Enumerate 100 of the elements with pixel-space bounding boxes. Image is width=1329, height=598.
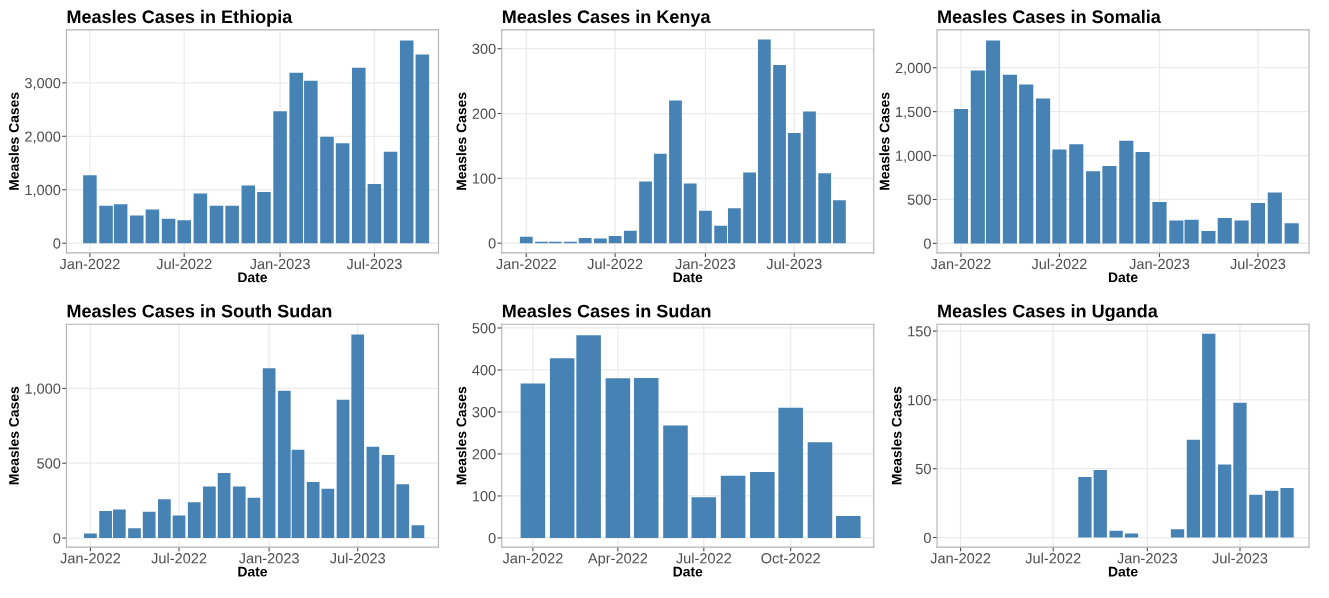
x-tick-label: Jan-2022 — [930, 553, 991, 564]
y-tick-label: 500 — [37, 458, 61, 469]
bar — [1124, 533, 1139, 538]
x-tick-label: Jul-2022 — [1025, 552, 1081, 564]
bar — [241, 185, 256, 244]
y-tick-label: 2,000 — [25, 131, 61, 144]
bar — [757, 39, 771, 244]
bar — [84, 533, 97, 539]
bar — [225, 205, 239, 244]
y-tick-label: 300 — [472, 407, 496, 418]
bar — [1078, 476, 1092, 538]
y-tick-label: 100 — [472, 173, 496, 184]
bar — [172, 515, 186, 539]
x-tick-label: Jul-2022 — [156, 258, 212, 270]
y-axis-title: Measles Cases — [8, 92, 19, 190]
bar — [549, 358, 575, 538]
y-axis-title: Measles Cases — [879, 92, 890, 190]
x-tick-label: Jan-2022 — [496, 258, 556, 270]
x-axis-title: Date — [1108, 566, 1138, 577]
bar — [187, 502, 201, 539]
bar — [383, 151, 398, 244]
y-axis-title: Measles Cases — [891, 386, 902, 485]
bar — [1036, 98, 1051, 244]
bar — [1184, 219, 1199, 244]
bar — [663, 425, 688, 538]
bar — [1234, 220, 1249, 244]
x-tick-label: Jul-2022 — [587, 258, 643, 270]
y-axis-title: Measles Cases — [456, 386, 467, 485]
y-tick-label: 2,000 — [895, 62, 931, 75]
x-tick-label: Jul-2023 — [346, 258, 402, 270]
x-tick-label: Jan-2023 — [249, 258, 310, 270]
y-tick-label: 100 — [908, 395, 931, 406]
bar — [818, 173, 832, 244]
bar — [1052, 149, 1067, 244]
bar — [203, 486, 216, 539]
bar — [320, 136, 334, 244]
y-tick-label: 150 — [908, 326, 931, 337]
x-axis-title: Date — [238, 272, 268, 283]
bar — [1170, 529, 1185, 538]
bar — [1202, 333, 1216, 538]
bar — [1217, 217, 1232, 244]
bar — [1186, 439, 1201, 538]
y-tick-label: 400 — [472, 365, 496, 376]
y-tick-label: 50 — [915, 463, 931, 475]
bar — [1093, 470, 1107, 538]
y-axis-title: Measles Cases — [8, 386, 19, 485]
bar — [1201, 231, 1216, 244]
bar — [83, 175, 97, 244]
y-tick-label: 500 — [907, 194, 931, 205]
bar — [232, 486, 246, 539]
bar — [953, 109, 969, 244]
bar — [778, 407, 803, 538]
bar — [1119, 140, 1134, 244]
x-axis-title: Date — [673, 566, 703, 577]
chart-title: Measles Cases in Uganda — [938, 304, 1158, 322]
bar — [1109, 530, 1123, 538]
x-tick-label: Jul-2022 — [1031, 258, 1087, 270]
y-tick-label: 0 — [488, 533, 496, 544]
bar — [833, 200, 846, 244]
bar — [1249, 494, 1263, 538]
x-tick-label: Jul-2022 — [676, 552, 732, 564]
bar — [803, 111, 816, 244]
y-tick-label: 200 — [472, 108, 496, 119]
x-tick-label: Jan-2023 — [675, 258, 736, 270]
bar — [1002, 74, 1017, 244]
bar — [381, 454, 395, 539]
bar — [366, 446, 380, 539]
chart-title: Measles Cases in South Sudan — [67, 304, 332, 318]
bar — [415, 54, 430, 244]
bar — [1265, 490, 1279, 538]
y-tick-label: 0 — [923, 532, 931, 543]
x-tick-label: Jan-2022 — [60, 553, 121, 564]
x-axis-title: Date — [1108, 272, 1138, 283]
bar — [336, 399, 350, 539]
bar — [605, 378, 631, 538]
bar — [145, 209, 160, 244]
bar — [683, 183, 697, 244]
bar — [161, 218, 176, 244]
bar — [1102, 166, 1117, 244]
x-tick-label: Oct-2022 — [761, 553, 820, 564]
bar — [639, 181, 652, 244]
bar — [836, 516, 861, 538]
bar — [608, 236, 622, 244]
bar — [335, 143, 350, 244]
bar — [653, 153, 667, 244]
y-tick-label: 0 — [923, 238, 931, 249]
bar — [177, 220, 191, 244]
chart-title: Measles Cases in Sudan — [502, 304, 711, 318]
bar — [743, 172, 756, 244]
y-tick-label: 0 — [488, 238, 496, 249]
y-tick-label: 200 — [472, 449, 496, 460]
bar — [576, 335, 601, 538]
x-tick-label: Jan-2022 — [59, 258, 120, 270]
bar — [399, 40, 414, 244]
bar — [773, 64, 786, 244]
x-tick-label: Apr-2022 — [587, 553, 648, 567]
bar — [262, 368, 276, 539]
bar — [217, 472, 231, 539]
y-tick-label: 0 — [53, 533, 61, 544]
bar — [750, 472, 775, 538]
